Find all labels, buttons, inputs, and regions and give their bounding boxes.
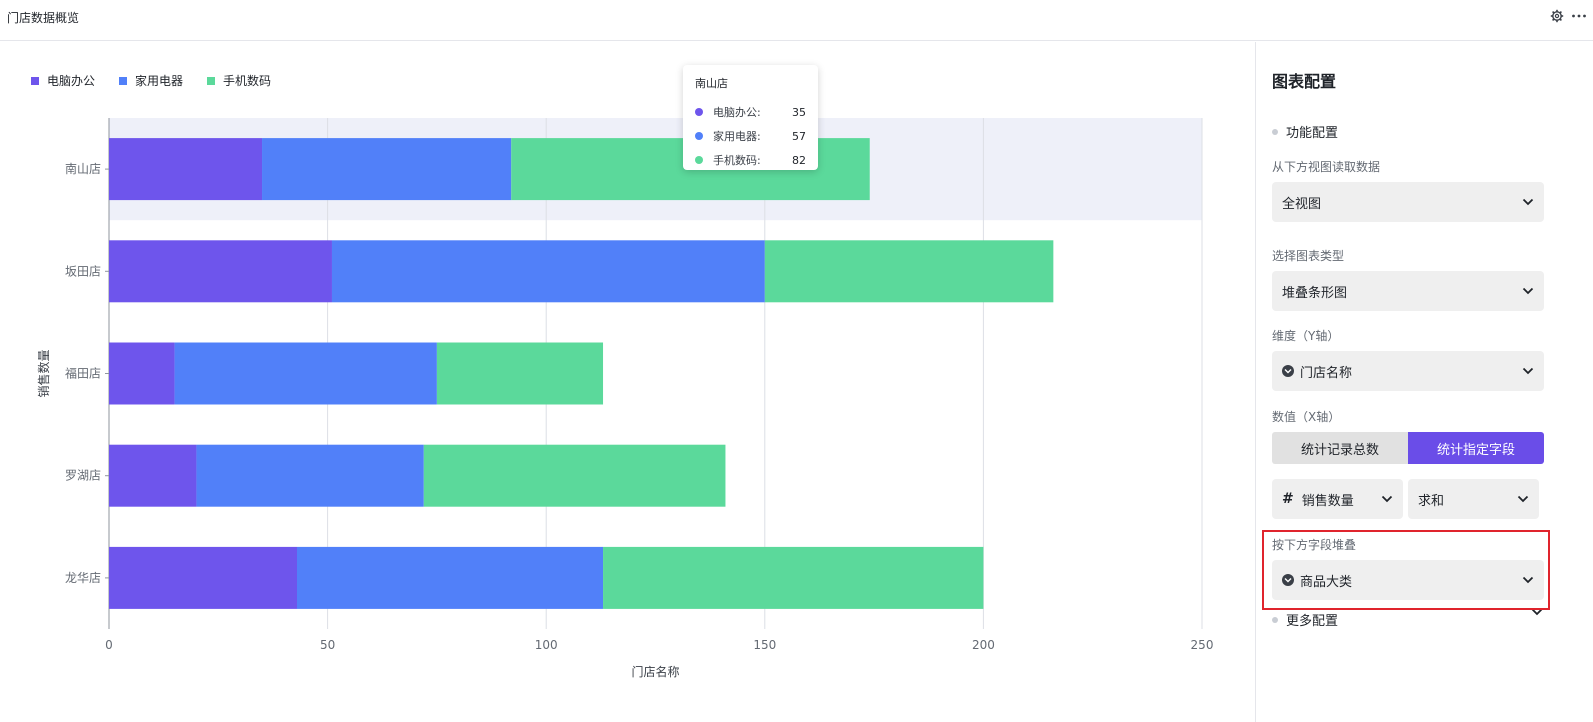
tooltip-title: 南山店	[695, 77, 728, 90]
x-tick-label: 0	[105, 638, 113, 652]
bar-segment[interactable]	[196, 444, 424, 507]
dimension-field-icon	[1282, 365, 1294, 377]
panel-title: 图表配置	[1272, 72, 1337, 91]
tooltip-row: 家用电器: 57	[695, 124, 806, 148]
source-label: 从下方视图读取数据	[1272, 160, 1381, 174]
tooltip-row: 电脑办公: 35	[695, 100, 806, 124]
dimension-field-icon	[1282, 574, 1294, 586]
top-bar: 门店数据概览	[0, 0, 1593, 41]
bar-segment[interactable]	[109, 546, 297, 609]
y-tick-label: 坂田店	[65, 264, 101, 278]
legend-label: 手机数码	[223, 74, 272, 88]
page-title: 门店数据概览	[7, 11, 80, 25]
chart-type-label: 选择图表类型	[1272, 249, 1345, 263]
dimension-label: 维度（Y轴）	[1272, 329, 1340, 343]
section-dot	[1272, 616, 1278, 623]
source-select[interactable]: 全视图	[1272, 182, 1544, 222]
y-tick-label: 福田店	[65, 366, 101, 381]
bar-segment[interactable]	[262, 138, 512, 201]
value-label: 数值（X轴）	[1272, 410, 1341, 424]
highlight-box	[1262, 530, 1550, 610]
count-records-button[interactable]: 统计记录总数	[1272, 432, 1408, 464]
chart-legend: 电脑办公 家用电器 手机数码	[31, 72, 271, 89]
stack-label: 按下方字段堆叠	[1272, 538, 1357, 552]
chevron-down-icon	[1522, 576, 1534, 584]
tooltip-value: 35	[792, 105, 806, 119]
legend-label: 家用电器	[135, 74, 184, 88]
bar-segment[interactable]	[109, 138, 263, 201]
aggregation-value: 求和	[1418, 493, 1445, 509]
bar-segment[interactable]	[436, 342, 604, 405]
tooltip-label: 家用电器:	[713, 130, 761, 143]
chart-area: 0 50 100 150 200 250 南山店坂田店福田店罗湖店龙华店门店名称 销售数量 电…	[0, 42, 1255, 722]
section-more[interactable]: 更多配置	[1272, 610, 1338, 629]
section-function-label: 功能配置	[1286, 126, 1339, 141]
number-field-icon: #	[1282, 491, 1294, 507]
x-tick-label: 250	[1191, 638, 1214, 652]
x-tick-label: 100	[535, 638, 558, 652]
bar-segment[interactable]	[174, 342, 437, 405]
stack-field-value: 商品大类	[1300, 574, 1353, 590]
specific-field-button[interactable]: 统计指定字段	[1408, 432, 1544, 464]
tooltip-row: 手机数码: 82	[695, 148, 806, 172]
tooltip-value: 82	[792, 153, 806, 167]
bar-segment[interactable]	[109, 444, 197, 507]
x-tick-label: 200	[972, 638, 995, 652]
chart-type-select[interactable]: 堆叠条形图	[1272, 271, 1544, 311]
x-tick-label: 50	[320, 638, 335, 652]
tooltip-dot	[695, 156, 703, 164]
x-axis-title: 门店名称	[631, 664, 679, 679]
legend-swatch	[31, 76, 39, 85]
bar-segment[interactable]	[296, 546, 604, 609]
bar-segment[interactable]	[109, 240, 332, 303]
more-icon[interactable]	[1571, 8, 1587, 24]
legend-swatch	[207, 76, 216, 85]
chevron-down-icon	[1522, 367, 1534, 375]
source-value: 全视图	[1282, 196, 1322, 212]
legend-swatch	[119, 76, 128, 85]
section-dot	[1272, 128, 1278, 135]
bar-segment[interactable]	[603, 546, 984, 609]
bar-segment[interactable]	[764, 240, 1054, 303]
section-function[interactable]: 功能配置	[1272, 122, 1338, 141]
top-icons	[1549, 8, 1587, 24]
gear-icon[interactable]	[1549, 8, 1565, 24]
legend-item-0[interactable]: 电脑办公	[31, 72, 95, 89]
tooltip-label: 电脑办公:	[713, 106, 761, 119]
bar-segment[interactable]	[331, 240, 765, 303]
chart-tooltip: 南山店 电脑办公: 35 家用电器: 57 手机数码: 82	[683, 65, 818, 170]
value-mode-toggle: 统计记录总数 统计指定字段	[1272, 432, 1544, 464]
legend-item-1[interactable]: 家用电器	[119, 72, 183, 89]
chart-type-value: 堆叠条形图	[1282, 285, 1348, 301]
bar-segment[interactable]	[109, 342, 175, 405]
y-tick-label: 罗湖店	[65, 468, 101, 483]
legend-label: 电脑办公	[47, 74, 96, 88]
aggregation-select[interactable]: 求和	[1408, 479, 1539, 519]
tooltip-value: 57	[792, 129, 806, 143]
stack-field-select[interactable]: 商品大类	[1272, 560, 1544, 600]
y-axis-title: 销售数量	[36, 349, 51, 397]
chevron-down-icon	[1517, 495, 1529, 503]
chevron-down-icon	[1381, 495, 1393, 503]
tooltip-dot	[695, 108, 703, 116]
chevron-down-icon[interactable]	[1531, 601, 1543, 616]
dimension-value: 门店名称	[1300, 365, 1353, 381]
legend-item-2[interactable]: 手机数码	[207, 72, 271, 89]
chevron-down-icon	[1522, 198, 1534, 206]
section-more-label: 更多配置	[1286, 614, 1339, 629]
dimension-select[interactable]: 门店名称	[1272, 351, 1544, 391]
tooltip-label: 手机数码:	[713, 154, 761, 167]
value-field-value: 销售数量	[1301, 493, 1354, 509]
y-tick-label: 龙华店	[65, 571, 101, 585]
x-tick-label: 150	[753, 638, 776, 652]
chart-config-panel: 图表配置 功能配置 从下方视图读取数据 全视图 选择图表类型 堆叠条形图 维度（…	[1255, 42, 1593, 722]
value-field-select[interactable]: # 销售数量	[1272, 479, 1403, 519]
bar-segment[interactable]	[423, 444, 726, 507]
chevron-down-icon	[1522, 287, 1534, 295]
tooltip-dot	[695, 132, 703, 140]
y-tick-label: 南山店	[65, 161, 101, 176]
